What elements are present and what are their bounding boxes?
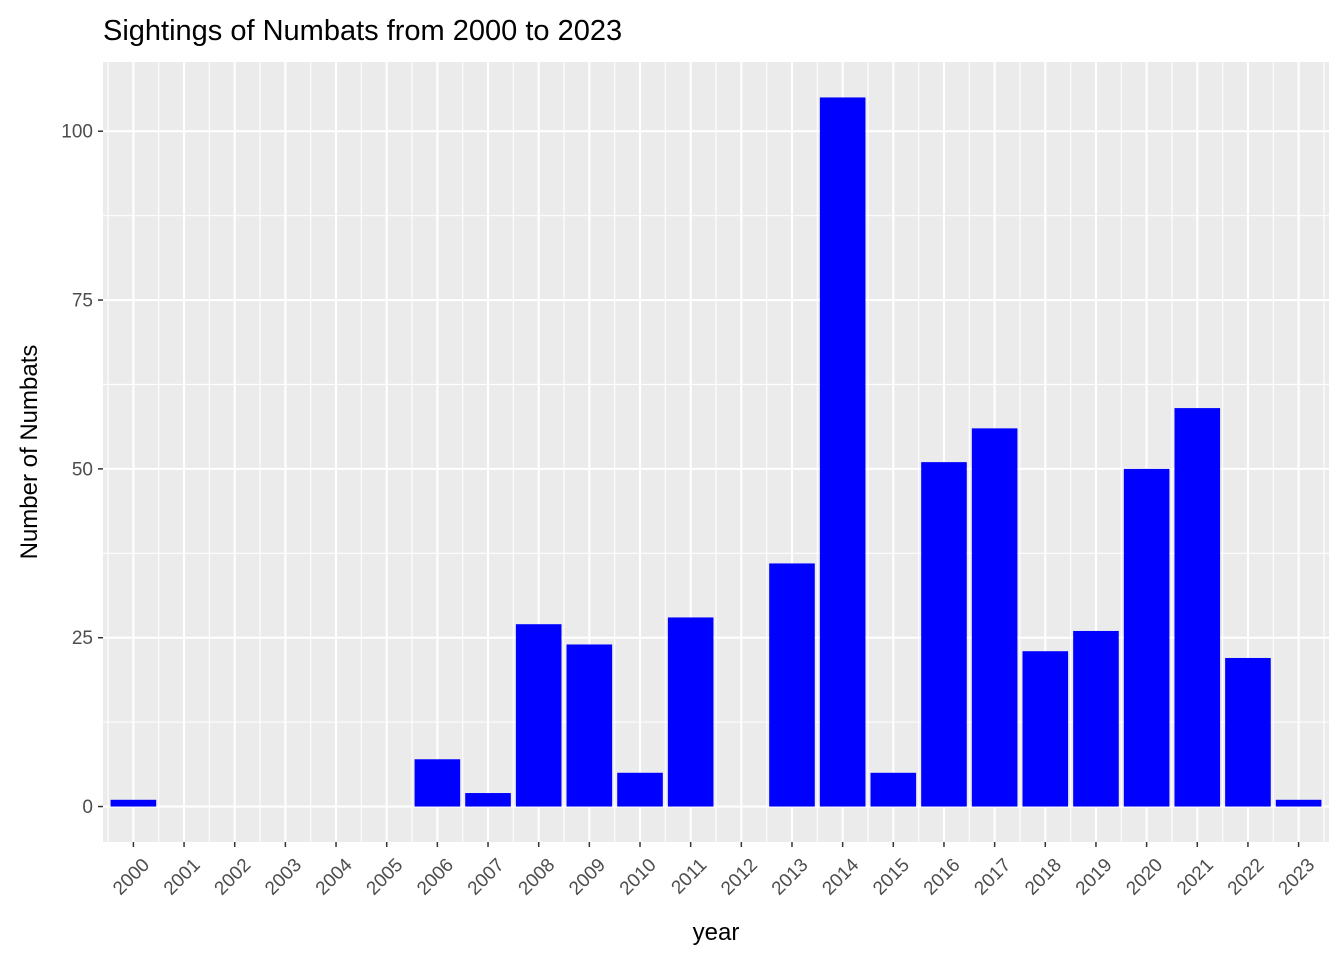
bar-2009 [566,644,613,807]
bar-2011 [667,617,714,807]
x-tick-label: 2023 [1274,855,1319,900]
bar-2021 [1174,408,1221,807]
x-tick-label: 2014 [818,854,863,899]
x-axis-ticks: 2000 2001 2002 2003 2004 2005 2006 2007 2008 2009… [109,842,1319,899]
bars [110,97,1322,807]
x-tick-label: 2017 [970,855,1015,900]
bar-2023 [1275,799,1322,807]
x-tick-label: 2004 [312,854,357,899]
chart-title: Sightings of Numbats from 2000 to 2023 [103,15,622,47]
x-tick-label: 2022 [1224,855,1269,900]
y-axis-ticks: 0 25 50 75 100 [61,122,103,818]
grid-minor [103,62,1329,842]
x-tick-label: 2005 [363,855,408,900]
x-tick-label: 2010 [616,855,661,900]
bar-2013 [769,563,815,807]
bar-2017 [971,428,1018,807]
x-tick-label: 2011 [668,855,712,899]
y-tick-label: 0 [82,797,93,818]
x-tick-label: 2002 [211,855,256,900]
x-tick-label: 2006 [413,855,458,900]
x-tick-label: 2013 [768,855,813,900]
bar-2006 [414,759,461,807]
x-tick-label: 2020 [1122,855,1167,900]
y-tick-label: 100 [61,122,93,143]
x-tick-label: 2021 [1173,855,1218,900]
bar-2014 [819,97,866,807]
x-axis-title: year [693,919,740,946]
bar-2018 [1022,651,1069,807]
bar-2019 [1073,630,1119,807]
bar-2007 [465,793,511,807]
bar-2000 [110,799,157,807]
x-tick-label: 2009 [565,855,610,900]
bar-2008 [515,624,562,807]
x-tick-label: 2015 [869,855,914,900]
x-tick-label: 2000 [109,855,154,900]
y-tick-label: 75 [72,291,93,312]
y-tick-label: 25 [72,628,93,649]
y-tick-label: 50 [72,459,93,480]
bar-2015 [870,772,917,807]
x-tick-label: 2001 [160,855,205,900]
x-tick-label: 2018 [1021,855,1066,900]
bar-2020 [1123,468,1170,807]
x-tick-label: 2003 [261,855,306,900]
bar-2010 [617,772,663,807]
bar-2022 [1225,657,1271,807]
x-tick-label: 2007 [464,855,509,900]
y-axis-title: Number of Numbats [16,345,43,560]
bar-2016 [921,462,967,807]
x-tick-label: 2016 [920,855,965,900]
x-tick-label: 2008 [515,855,560,900]
x-tick-label: 2012 [717,855,762,900]
x-tick-label: 2019 [1072,855,1117,900]
